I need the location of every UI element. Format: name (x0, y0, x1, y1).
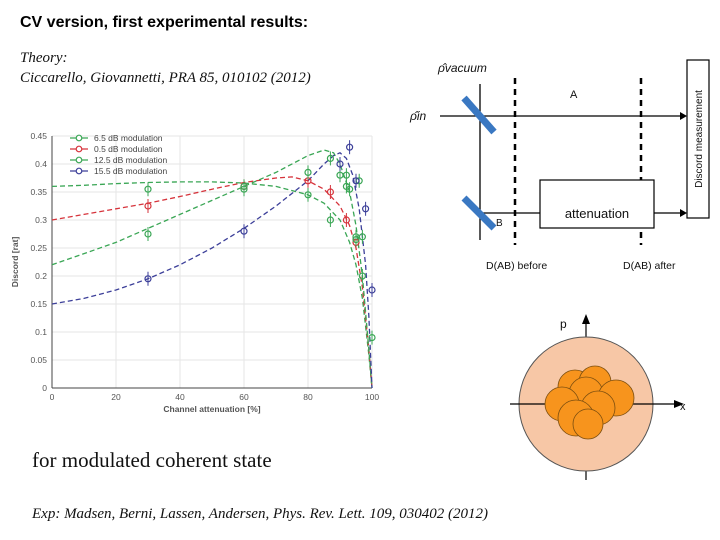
tick-labels: 0 20 40 60 80 100 0 0.05 0.1 0.15 0.2 0.25 0.3 0.35 0.… (30, 131, 379, 402)
data-point (346, 185, 354, 193)
data-point (358, 233, 366, 241)
y-axis-label: Discord [rat] (10, 237, 20, 288)
data-point (304, 191, 312, 199)
data-point (342, 216, 350, 224)
y-tick-label: 0.2 (35, 271, 47, 281)
data-point (358, 272, 366, 280)
y-tick-label: 0.45 (30, 131, 47, 141)
y-tick-label: 0.15 (30, 299, 47, 309)
rho-vacuum-label: ρ̂vacuum (437, 61, 487, 75)
legend-label: 6.5 dB modulation (94, 133, 163, 143)
y-tick-label: 0.25 (30, 243, 47, 253)
x-axis-label: x (680, 401, 686, 413)
label-b: B (496, 218, 503, 229)
legend-marker (75, 134, 83, 142)
data-point (144, 230, 152, 238)
experiment-reference: Exp: Madsen, Berni, Lassen, Andersen, Ph… (32, 506, 489, 522)
path-a-arrowhead (680, 112, 687, 120)
theory-curve-series-2 (51, 176, 373, 389)
data-point (144, 185, 152, 193)
y-tick-label: 0.1 (35, 327, 47, 337)
slide-title: CV version, first experimental results: (20, 14, 309, 31)
y-tick-label: 0.05 (30, 355, 47, 365)
theory-curve-series-1 (51, 181, 373, 389)
rho-in-label: ρ̂in (409, 109, 427, 123)
theory-curve-series-3 (51, 149, 373, 389)
discord-measurement-label: Discord measurement (694, 90, 705, 188)
measurement-schematic: ρ̂vacuum ρ̂in A B attenuation Discord me… (409, 59, 710, 272)
before-label: D(AB) before (486, 260, 547, 272)
discord-measurement-box (686, 59, 710, 219)
chart-axes (51, 136, 372, 389)
data-point (362, 205, 370, 213)
beam-splitter (461, 95, 497, 135)
x-tick-label: 40 (175, 392, 185, 402)
phase-space-diagram: p x (510, 314, 686, 480)
path-b-arrowhead (680, 209, 687, 217)
after-label: D(AB) after (623, 260, 676, 272)
data-point (342, 171, 350, 179)
theory-reference: Ciccarello, Giovannetti, PRA 85, 010102 … (20, 70, 311, 86)
y-tick-label: 0.4 (35, 159, 47, 169)
data-point (144, 275, 152, 283)
data-point (304, 168, 312, 177)
data-point (240, 227, 248, 235)
y-tick-label: 0.3 (35, 215, 47, 225)
p-axis-label: p (560, 317, 567, 331)
data-point (368, 286, 376, 294)
attenuation-label: attenuation (565, 206, 629, 221)
theory-curves (51, 149, 373, 389)
data-point (346, 143, 354, 151)
data-point (326, 154, 334, 162)
x-tick-label: 80 (303, 392, 313, 402)
coherent-state-disc (572, 408, 604, 440)
data-points (144, 140, 376, 345)
data-point (144, 202, 152, 210)
x-tick-label: 60 (239, 392, 249, 402)
x-tick-label: 20 (111, 392, 121, 402)
legend-label: 12.5 dB modulation (94, 155, 168, 165)
data-point (352, 235, 360, 244)
theory-curve-series-4 (51, 152, 373, 389)
legend-label: 15.5 dB modulation (94, 166, 168, 176)
chart-background (8, 128, 398, 418)
x-tick-label: 0 (50, 392, 55, 402)
discord-chart: 0 20 40 60 80 100 0 0.05 0.1 0.15 0.2 0.25 0.3 0.35 0.… (8, 128, 398, 418)
x-axis-arrowhead (674, 400, 684, 408)
mirror (461, 195, 497, 231)
x-tick-label: 100 (365, 392, 379, 402)
attenuation-box (539, 179, 655, 229)
data-point (336, 160, 344, 168)
theory-label: Theory: (20, 50, 68, 66)
y-tick-label: 0.35 (30, 187, 47, 197)
data-point (368, 334, 376, 342)
x-axis-label: Channel attenuation [%] (163, 404, 260, 414)
data-point (240, 182, 248, 191)
legend-label: 0.5 dB modulation (94, 144, 163, 154)
legend-marker (75, 156, 83, 164)
legend-marker (75, 145, 83, 153)
legend-marker (75, 167, 83, 175)
caption: for modulated coherent state (32, 448, 272, 472)
data-point (326, 188, 334, 196)
data-point (352, 177, 360, 185)
y-tick-label: 0 (42, 383, 47, 393)
label-a: A (570, 89, 578, 101)
data-point (326, 216, 334, 224)
p-axis-arrowhead (582, 314, 590, 324)
